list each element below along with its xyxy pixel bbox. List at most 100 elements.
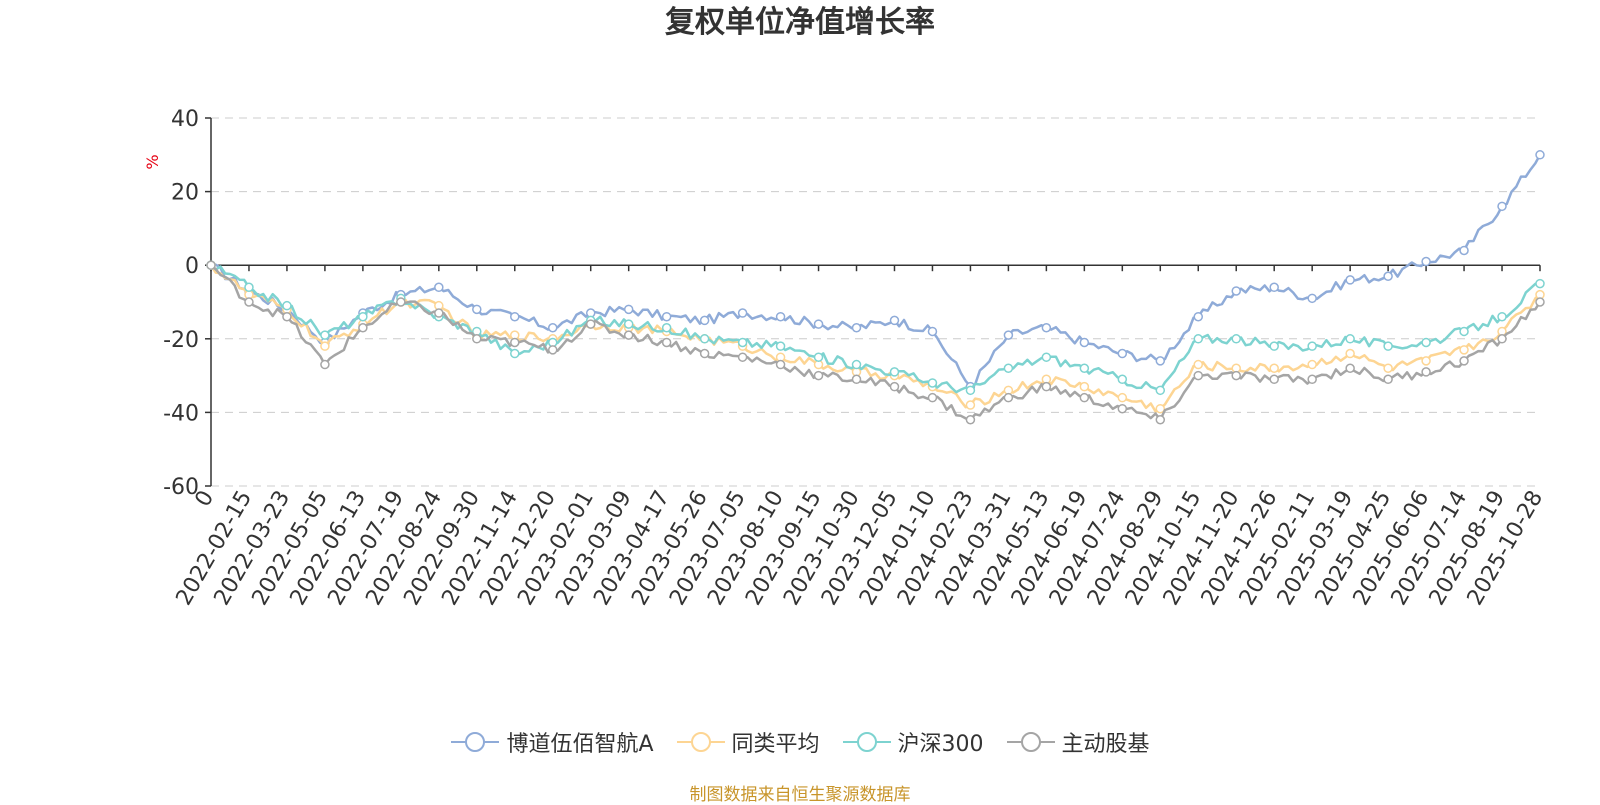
- data-point[interactable]: [1117, 392, 1128, 403]
- data-point[interactable]: [927, 392, 938, 403]
- legend-item[interactable]: 沪深300: [842, 726, 984, 758]
- data-point[interactable]: [206, 260, 216, 270]
- data-point[interactable]: [699, 334, 710, 344]
- data-point[interactable]: [1193, 370, 1204, 381]
- data-point[interactable]: [813, 370, 824, 381]
- data-point[interactable]: [1535, 297, 1545, 307]
- data-point[interactable]: [1307, 293, 1317, 304]
- data-point[interactable]: [965, 385, 976, 396]
- data-point[interactable]: [1231, 334, 1241, 344]
- data-point[interactable]: [320, 330, 330, 340]
- data-point[interactable]: [1383, 374, 1393, 385]
- data-point[interactable]: [623, 304, 634, 315]
- data-point[interactable]: [661, 323, 672, 333]
- data-point[interactable]: [1155, 385, 1166, 396]
- data-point[interactable]: [1459, 345, 1469, 355]
- data-point[interactable]: [1079, 392, 1090, 403]
- data-point[interactable]: [737, 337, 748, 348]
- data-point[interactable]: [1421, 356, 1431, 366]
- data-point[interactable]: [1003, 392, 1014, 403]
- data-point[interactable]: [965, 400, 976, 410]
- data-point[interactable]: [965, 415, 976, 425]
- data-point[interactable]: [1193, 311, 1204, 322]
- data-point[interactable]: [1041, 352, 1052, 362]
- data-point[interactable]: [775, 311, 786, 322]
- data-point[interactable]: [1269, 374, 1279, 385]
- data-point[interactable]: [1041, 381, 1052, 392]
- data-point[interactable]: [282, 300, 292, 311]
- data-point[interactable]: [1421, 367, 1431, 377]
- data-point[interactable]: [1345, 348, 1355, 359]
- data-point[interactable]: [851, 323, 862, 333]
- data-point[interactable]: [1041, 323, 1052, 333]
- data-point[interactable]: [737, 308, 748, 318]
- data-point[interactable]: [1079, 381, 1090, 392]
- data-point[interactable]: [434, 282, 444, 293]
- data-point[interactable]: [889, 315, 900, 326]
- data-point[interactable]: [1079, 363, 1090, 373]
- data-point[interactable]: [1269, 363, 1279, 373]
- data-point[interactable]: [282, 311, 292, 322]
- data-point[interactable]: [1307, 374, 1317, 385]
- data-point[interactable]: [1345, 334, 1355, 344]
- data-point[interactable]: [358, 323, 368, 333]
- data-point[interactable]: [813, 352, 824, 362]
- data-point[interactable]: [472, 334, 482, 344]
- data-point[interactable]: [547, 345, 558, 355]
- legend-item[interactable]: 博道伍佰智航A: [450, 726, 654, 758]
- data-point[interactable]: [1231, 370, 1241, 381]
- data-point[interactable]: [1193, 334, 1204, 344]
- data-point[interactable]: [699, 315, 710, 326]
- data-point[interactable]: [396, 297, 406, 307]
- data-point[interactable]: [1497, 201, 1507, 212]
- data-point[interactable]: [1459, 326, 1469, 337]
- data-point[interactable]: [510, 348, 520, 359]
- data-point[interactable]: [1459, 245, 1469, 256]
- data-point[interactable]: [1345, 275, 1355, 285]
- data-point[interactable]: [1345, 363, 1355, 373]
- data-point[interactable]: [699, 348, 710, 359]
- data-point[interactable]: [547, 323, 558, 333]
- data-point[interactable]: [1307, 359, 1317, 370]
- data-point[interactable]: [1307, 341, 1317, 351]
- data-point[interactable]: [1383, 341, 1393, 351]
- data-point[interactable]: [1535, 278, 1545, 289]
- data-point[interactable]: [358, 311, 368, 322]
- data-point[interactable]: [244, 297, 254, 307]
- data-point[interactable]: [1117, 348, 1128, 359]
- legend-item[interactable]: 主动股基: [1006, 726, 1150, 758]
- data-point[interactable]: [320, 341, 330, 351]
- data-point[interactable]: [1155, 415, 1166, 425]
- data-point[interactable]: [1383, 363, 1393, 373]
- data-point[interactable]: [661, 337, 672, 348]
- data-point[interactable]: [889, 381, 900, 392]
- legend-item[interactable]: 同类平均: [676, 726, 820, 758]
- data-point[interactable]: [1079, 337, 1090, 348]
- data-point[interactable]: [244, 282, 254, 293]
- data-point[interactable]: [510, 311, 520, 322]
- data-point[interactable]: [1383, 271, 1393, 281]
- data-point[interactable]: [320, 359, 330, 370]
- data-point[interactable]: [1535, 150, 1545, 160]
- data-point[interactable]: [623, 319, 634, 329]
- data-point[interactable]: [851, 359, 862, 370]
- data-point[interactable]: [1155, 356, 1166, 366]
- data-point[interactable]: [1231, 286, 1241, 296]
- data-point[interactable]: [737, 352, 748, 362]
- data-point[interactable]: [1269, 341, 1279, 351]
- data-point[interactable]: [1459, 356, 1469, 366]
- data-point[interactable]: [1421, 256, 1431, 267]
- data-point[interactable]: [585, 319, 596, 329]
- data-point[interactable]: [1003, 363, 1014, 373]
- data-point[interactable]: [813, 319, 824, 329]
- data-point[interactable]: [434, 308, 444, 318]
- data-point[interactable]: [1497, 334, 1507, 344]
- data-point[interactable]: [775, 341, 786, 351]
- data-point[interactable]: [661, 311, 672, 322]
- data-point[interactable]: [927, 326, 938, 337]
- data-point[interactable]: [889, 367, 900, 377]
- data-point[interactable]: [1155, 403, 1166, 414]
- data-point[interactable]: [472, 304, 482, 315]
- data-point[interactable]: [851, 374, 862, 385]
- data-point[interactable]: [1269, 282, 1279, 293]
